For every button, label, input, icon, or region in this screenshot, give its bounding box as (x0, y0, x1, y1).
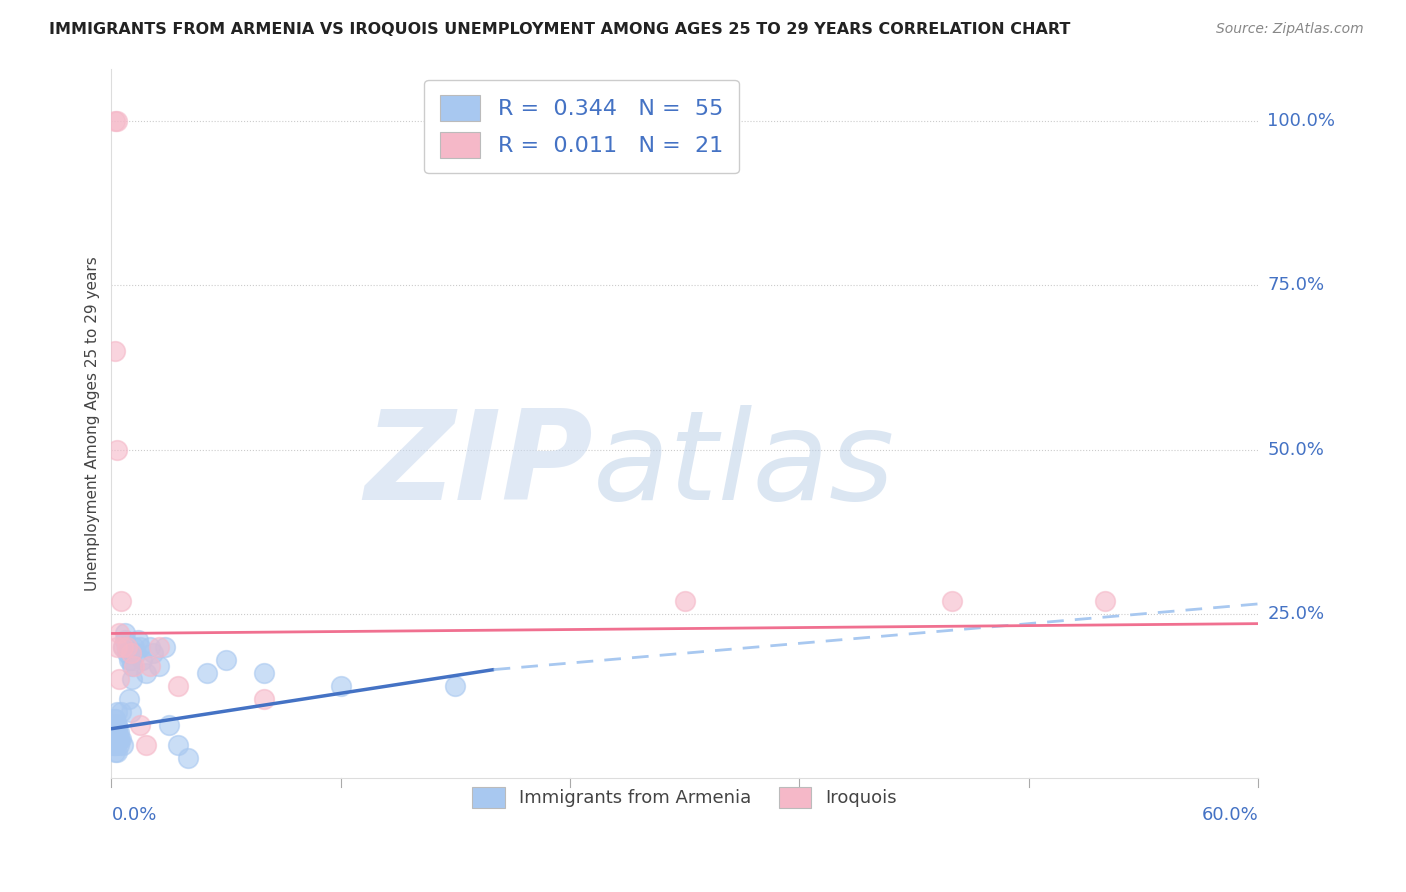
Point (131, 653, 153, 667)
Point (105, 442, 128, 457)
Point (120, 653, 142, 667)
Point (177, 751, 200, 765)
Point (114, 626, 136, 640)
Point (129, 718, 152, 732)
Point (167, 738, 190, 752)
Point (124, 640, 146, 654)
Point (444, 679, 467, 693)
Point (104, 712, 127, 726)
Point (148, 640, 170, 654)
Point (108, 738, 131, 752)
Point (142, 646, 165, 660)
Point (105, 114, 128, 128)
Point (135, 665, 157, 680)
Point (103, 738, 125, 752)
Point (125, 646, 148, 660)
Text: IMMIGRANTS FROM ARMENIA VS IROQUOIS UNEMPLOYMENT AMONG AGES 25 TO 29 YEARS CORRE: IMMIGRANTS FROM ARMENIA VS IROQUOIS UNEM… (49, 22, 1070, 37)
Text: atlas: atlas (593, 405, 896, 526)
Point (114, 633, 136, 648)
Point (104, 738, 127, 752)
Point (104, 114, 127, 128)
Point (138, 640, 160, 654)
Point (111, 640, 134, 654)
Text: 75.0%: 75.0% (1267, 277, 1324, 294)
Point (120, 646, 142, 660)
Point (110, 593, 132, 607)
Text: 50.0%: 50.0% (1267, 441, 1324, 458)
Point (941, 593, 963, 607)
Point (124, 659, 146, 673)
Point (153, 640, 176, 654)
Point (117, 653, 139, 667)
Point (110, 731, 132, 746)
Y-axis label: Unemployment Among Ages 25 to 29 years: Unemployment Among Ages 25 to 29 years (86, 256, 100, 591)
Point (108, 725, 131, 739)
Point (138, 659, 160, 673)
Point (103, 718, 125, 732)
Point (104, 731, 127, 746)
Point (329, 679, 352, 693)
Text: 100.0%: 100.0% (1267, 112, 1336, 130)
Point (121, 673, 143, 687)
Point (148, 659, 170, 673)
Point (105, 640, 128, 654)
Point (135, 738, 157, 752)
Point (673, 593, 696, 607)
Legend: Immigrants from Armenia, Iroquois: Immigrants from Armenia, Iroquois (461, 776, 908, 819)
Point (115, 640, 138, 654)
Text: Source: ZipAtlas.com: Source: ZipAtlas.com (1216, 22, 1364, 37)
Text: 60.0%: 60.0% (1201, 806, 1258, 824)
Point (103, 731, 125, 746)
Point (1094, 593, 1116, 607)
Point (253, 692, 276, 706)
Point (105, 745, 128, 759)
Point (120, 706, 142, 720)
Point (108, 731, 131, 746)
Point (104, 343, 127, 358)
Text: ZIP: ZIP (364, 405, 593, 526)
Point (121, 659, 143, 673)
Text: 25.0%: 25.0% (1267, 605, 1324, 623)
Point (104, 738, 127, 752)
Point (105, 718, 128, 732)
Point (157, 718, 180, 732)
Point (105, 725, 128, 739)
Point (108, 626, 131, 640)
Point (110, 706, 132, 720)
Point (127, 633, 149, 648)
Point (111, 640, 134, 654)
Point (108, 673, 131, 687)
Point (105, 706, 128, 720)
Point (105, 718, 128, 732)
Point (117, 692, 139, 706)
Point (115, 646, 138, 660)
Point (105, 725, 128, 739)
Point (104, 745, 127, 759)
Point (129, 640, 152, 654)
Text: 0.0%: 0.0% (111, 806, 157, 824)
Point (195, 665, 218, 680)
Point (105, 725, 128, 739)
Point (104, 718, 127, 732)
Point (108, 731, 131, 746)
Point (104, 712, 127, 726)
Point (253, 665, 276, 680)
Point (167, 679, 190, 693)
Point (111, 738, 134, 752)
Point (215, 653, 238, 667)
Point (103, 725, 125, 739)
Point (115, 640, 138, 654)
Point (108, 731, 131, 746)
